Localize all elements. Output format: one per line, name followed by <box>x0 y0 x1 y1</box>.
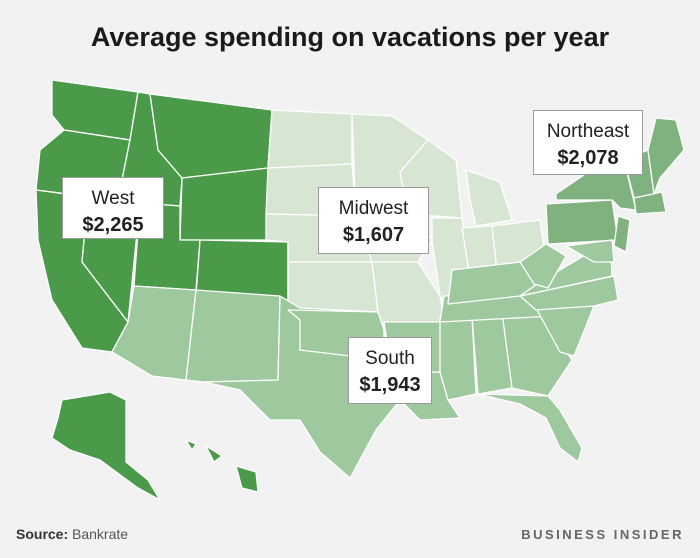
region-value-south: $1,943 <box>359 374 421 396</box>
state-kansas <box>287 261 379 313</box>
state-alaska <box>51 391 161 501</box>
state-missouri <box>371 261 445 325</box>
state-maryland-de <box>565 239 615 263</box>
state-north-dakota <box>267 109 353 169</box>
source-label: Source: <box>16 526 69 542</box>
state-mississippi <box>439 315 477 401</box>
state-michigan <box>465 169 513 227</box>
label-south: South $1,943 <box>348 337 432 404</box>
state-pennsylvania <box>545 199 619 245</box>
region-name-south: South <box>365 348 415 369</box>
source-value: Bankrate <box>72 526 129 542</box>
state-new-mexico <box>185 289 281 383</box>
region-name-northeast: Northeast <box>546 121 630 142</box>
state-florida <box>477 393 583 463</box>
state-maine <box>647 117 685 195</box>
state-hawaii <box>185 439 259 493</box>
region-value-midwest: $1,607 <box>342 224 405 246</box>
chart-title: Average spending on vacations per year <box>90 22 610 52</box>
region-value-northeast: $2,078 <box>557 147 619 169</box>
state-new-jersey <box>613 215 631 253</box>
region-name-west: West <box>91 188 135 209</box>
source-note: Source: Bankrate <box>16 526 128 542</box>
state-massachusetts-ct-ri <box>633 191 667 215</box>
publisher-brand: BUSINESS INSIDER <box>521 527 684 542</box>
state-wyoming <box>179 167 269 241</box>
label-west: West $2,265 <box>62 177 164 239</box>
region-value-west: $2,265 <box>82 214 144 236</box>
label-midwest: Midwest $1,607 <box>318 187 429 254</box>
region-name-midwest: Midwest <box>338 198 409 219</box>
state-west-virginia <box>519 243 567 289</box>
label-northeast: Northeast $2,078 <box>533 110 643 175</box>
